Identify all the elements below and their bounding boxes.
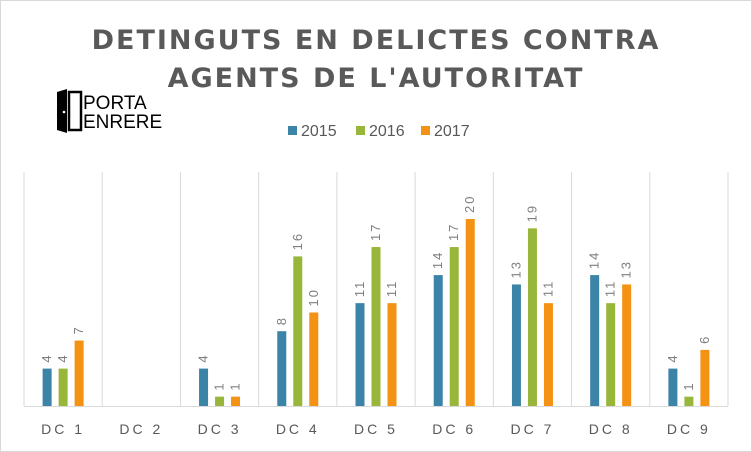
bar-dc7-2017 <box>543 303 553 406</box>
bar-dc8-2017 <box>622 284 632 406</box>
data-label: 14 <box>430 251 445 269</box>
logo-text-enrere: ENRERE <box>83 112 162 133</box>
bar-dc3-2016 <box>215 396 225 406</box>
category-label: DC 9 <box>667 421 711 437</box>
bar-dc7-2015 <box>511 284 521 406</box>
bar-dc9-2017 <box>700 349 710 406</box>
bar-dc4-2015 <box>277 331 287 406</box>
data-label: 4 <box>39 353 54 362</box>
legend-swatch <box>421 126 430 135</box>
legend-swatch <box>356 126 365 135</box>
bar-dc6-2017 <box>465 219 475 406</box>
bar-dc8-2016 <box>606 303 616 406</box>
category-label: DC 3 <box>198 421 242 437</box>
data-label: 1 <box>212 381 227 390</box>
legend-label: 2016 <box>369 123 405 140</box>
chart-title-line-2: AGENTS DE L'AUTORITAT <box>168 63 585 94</box>
category-label: DC 1 <box>41 421 85 437</box>
legend-swatch <box>288 126 297 135</box>
category-label: DC 8 <box>589 421 633 437</box>
data-label: 4 <box>196 353 211 362</box>
legend-item-2016: 2016 <box>356 123 405 140</box>
data-label: 13 <box>508 260 523 278</box>
logo-text-porta: PORTA <box>83 93 147 114</box>
category-separators <box>23 172 729 407</box>
data-label: 6 <box>697 335 712 344</box>
bar-dc7-2016 <box>527 228 537 406</box>
category-label: DC 7 <box>510 421 554 437</box>
data-label: 1 <box>681 381 696 390</box>
chart-title-line-1: DETINGUTS EN DELICTES CONTRA <box>92 25 661 56</box>
bar-dc5-2016 <box>371 247 381 406</box>
data-label: 17 <box>368 223 383 241</box>
chart-title: DETINGUTS EN DELICTES CONTRA AGENTS DE L… <box>92 25 661 94</box>
category-label: DC 6 <box>432 421 476 437</box>
category-label: DC 2 <box>119 421 163 437</box>
data-label: 11 <box>540 280 555 298</box>
bar-dc1-2017 <box>74 340 84 406</box>
data-label: 19 <box>524 204 539 222</box>
category-label: DC 5 <box>354 421 398 437</box>
data-label: 4 <box>55 353 70 362</box>
data-label: 10 <box>306 288 321 306</box>
bar-dc9-2015 <box>668 368 678 406</box>
data-label: 7 <box>71 325 86 334</box>
bar-dc6-2016 <box>449 247 459 406</box>
door-icon <box>57 89 83 133</box>
bar-dc5-2017 <box>387 303 397 406</box>
data-label: 13 <box>619 260 634 278</box>
data-label: 4 <box>665 353 680 362</box>
bar-dc6-2015 <box>433 275 443 406</box>
category-axis: DC 1 DC 2 DC 3 DC 4 DC 5 DC 6 DC 7 DC 8 DC 9 <box>41 421 711 437</box>
bar-dc4-2016 <box>293 256 303 406</box>
data-label: 11 <box>603 280 618 298</box>
data-label: 14 <box>587 251 602 269</box>
bar-dc3-2017 <box>231 396 241 406</box>
porta-enrere-logo: PORTA ENRERE <box>57 89 162 133</box>
bars <box>42 219 710 406</box>
legend-item-2015: 2015 <box>288 123 337 140</box>
data-label: 8 <box>274 316 289 325</box>
data-label: 11 <box>384 280 399 298</box>
bar-dc8-2015 <box>590 275 600 406</box>
bar-dc3-2015 <box>199 368 209 406</box>
legend-item-2017: 2017 <box>421 123 470 140</box>
bar-dc4-2017 <box>309 312 319 406</box>
data-label: 11 <box>352 280 367 298</box>
bar-dc5-2015 <box>355 303 365 406</box>
data-label: 16 <box>290 232 305 250</box>
data-label: 20 <box>462 195 477 213</box>
legend-label: 2017 <box>434 123 470 140</box>
data-label: 17 <box>446 223 461 241</box>
category-label: DC 4 <box>276 421 320 437</box>
bar-dc1-2016 <box>58 368 68 406</box>
bar-dc9-2016 <box>684 396 694 406</box>
data-label: 1 <box>228 381 243 390</box>
legend-label: 2015 <box>301 123 337 140</box>
bar-dc1-2015 <box>42 368 52 406</box>
legend: 2015 2016 2017 <box>288 123 470 140</box>
